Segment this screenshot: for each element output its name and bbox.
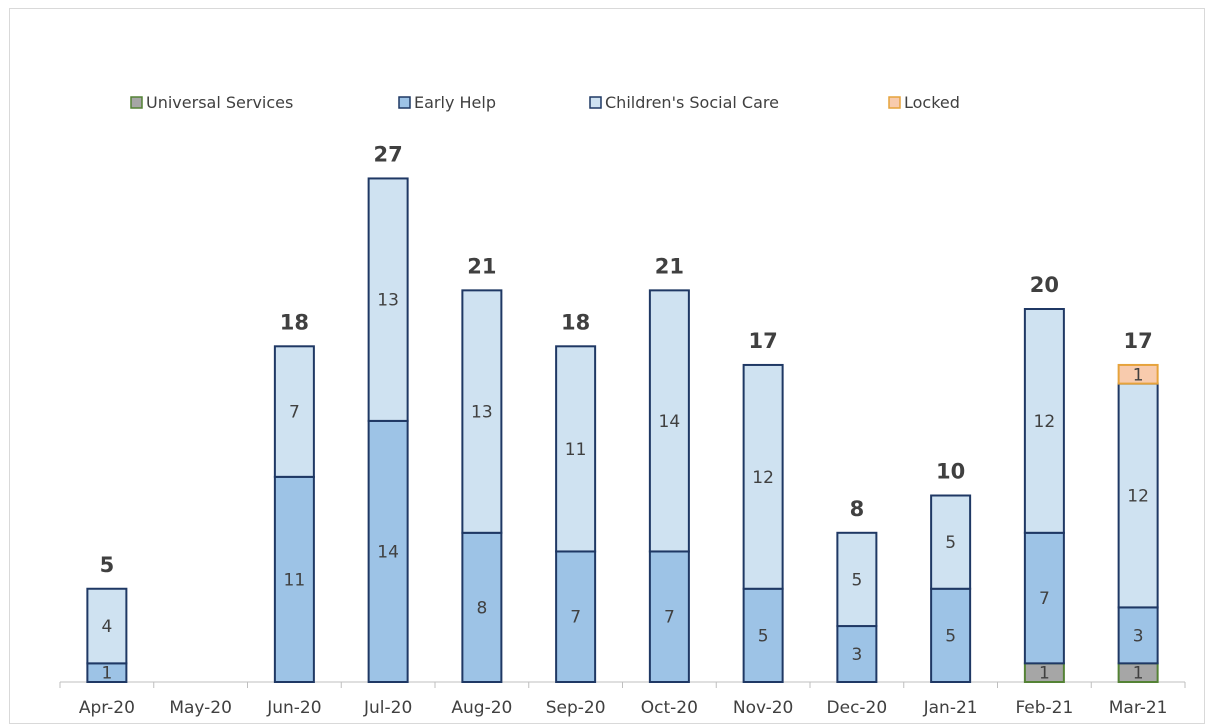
bar-segment [648, 550, 690, 684]
bar-value-label: 7 [289, 403, 300, 423]
bar-value-label: 1 [1133, 664, 1144, 684]
bar-total-label: 17 [1124, 329, 1153, 353]
bar-segment [1117, 363, 1159, 385]
bar-total-label: 18 [561, 310, 590, 334]
x-tick-label: Aug-20 [451, 698, 512, 718]
bar-value-label: 11 [284, 570, 306, 590]
bar-total-label: 20 [1030, 273, 1059, 297]
bar-segment [367, 177, 409, 422]
legend-swatch [888, 96, 901, 109]
bar-value-label: 12 [1127, 487, 1149, 507]
bar-value-label: 3 [1133, 626, 1144, 646]
x-tick-label: Feb-21 [1015, 698, 1073, 718]
bar-segment [555, 345, 597, 553]
legend-entry: Universal Services [146, 93, 293, 112]
bar-value-label: 5 [758, 626, 769, 646]
bar-value-label: 14 [659, 412, 681, 432]
bar-segment [742, 363, 784, 590]
bar-total-label: 10 [936, 460, 965, 484]
bar-value-label: 1 [1039, 664, 1050, 684]
bar-segment [742, 587, 784, 683]
chart-area: Apr-20 May-20 Jun-20 Jul-20 Aug-20 Sep-20 Oct-… [9, 8, 1205, 724]
bar-value-label: 5 [945, 533, 956, 553]
bar-total-label: 27 [374, 142, 403, 166]
x-tick-label: Jun-20 [266, 698, 321, 718]
x-tick-label: Nov-20 [733, 698, 794, 718]
bar-value-label: 13 [471, 403, 493, 423]
bar-value-label: 4 [101, 617, 112, 637]
bar-segment [1023, 531, 1065, 665]
x-tick-label: Mar-21 [1109, 698, 1168, 718]
bar-segment [930, 494, 972, 590]
x-tick-label: Dec-20 [827, 698, 888, 718]
legend-entry: Children's Social Care [605, 93, 779, 112]
bar-value-label: 5 [851, 570, 862, 590]
bar-value-label: 12 [752, 468, 774, 488]
x-tick-label: Jan-21 [923, 698, 978, 718]
bar-segment [1023, 308, 1065, 534]
bar-segment [273, 475, 315, 683]
legend-swatch [130, 96, 143, 109]
bar-segment [367, 419, 409, 683]
bar-value-label: 1 [1133, 365, 1144, 385]
bar-total-label: 5 [100, 553, 115, 577]
bar-total-label: 21 [467, 254, 496, 278]
bar-segment [461, 289, 503, 534]
x-tick-label: May-20 [169, 698, 232, 718]
x-tick-label: Jul-20 [363, 698, 412, 718]
stacked-bar-chart: Apr-20 May-20 Jun-20 Jul-20 Aug-20 Sep-20 Oct-… [59, 93, 1186, 718]
bar-value-label: 5 [945, 626, 956, 646]
bar-segment [86, 587, 128, 665]
bar-value-label: 7 [664, 608, 675, 628]
bar-value-label: 7 [1039, 589, 1050, 609]
x-tick-label: Apr-20 [79, 698, 135, 718]
bar-segment [273, 345, 315, 478]
legend-swatch [398, 96, 411, 109]
bar-value-label: 8 [476, 598, 487, 618]
bar-value-label: 1 [101, 664, 112, 684]
bar-value-label: 14 [377, 542, 399, 562]
bar-segment [461, 531, 503, 683]
bar-total-label: 8 [850, 497, 865, 521]
bar-total-label: 21 [655, 254, 684, 278]
x-tick-label: Oct-20 [641, 698, 698, 718]
bar-value-label: 12 [1034, 412, 1056, 432]
bar-total-label: 18 [280, 310, 309, 334]
bar-value-label: 11 [565, 440, 587, 460]
bar-value-label: 13 [377, 291, 399, 311]
legend-entry: Early Help [414, 93, 496, 112]
legend-entry: Locked [904, 93, 960, 112]
bar-value-label: 3 [851, 645, 862, 665]
x-tick-label: Sep-20 [546, 698, 606, 718]
bar-segment [1117, 606, 1159, 665]
bar-segment [648, 289, 690, 553]
bar-total-label: 17 [749, 329, 778, 353]
bar-value-label: 7 [570, 608, 581, 628]
bar-segment [555, 550, 597, 684]
legend-swatch [589, 96, 602, 109]
bar-segment [836, 531, 878, 628]
bar-segment [930, 587, 972, 683]
